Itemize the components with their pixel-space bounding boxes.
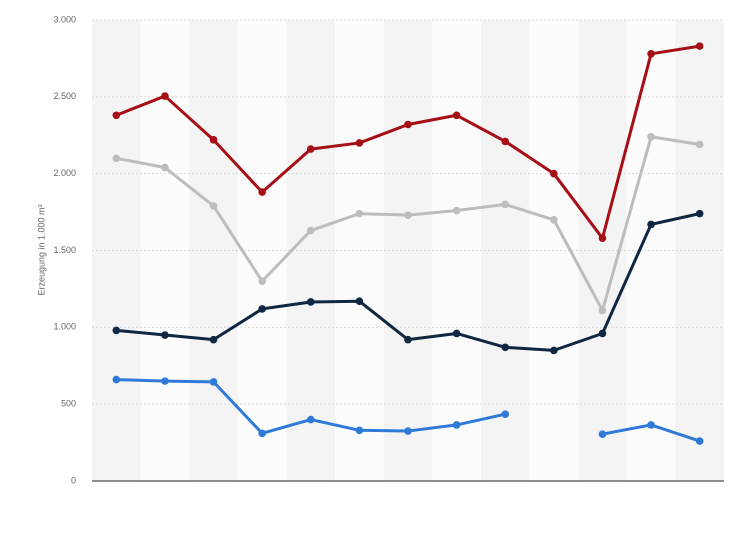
data-point [161, 163, 169, 172]
data-point [695, 140, 704, 149]
data-point [355, 139, 364, 147]
data-point [404, 211, 412, 219]
data-point [598, 430, 607, 438]
data-point [695, 42, 704, 50]
data-point [112, 326, 121, 335]
data-point [695, 209, 704, 218]
data-point [501, 410, 510, 418]
data-point [452, 111, 461, 120]
data-point [550, 346, 558, 355]
data-point [258, 305, 266, 313]
data-point [598, 329, 607, 338]
data-point [112, 111, 121, 120]
y-tick-label: 2.000 [53, 168, 76, 178]
data-point [647, 421, 655, 429]
data-point [598, 234, 607, 243]
data-point [501, 137, 510, 146]
data-point [209, 136, 218, 144]
data-point [647, 220, 655, 229]
data-point [209, 335, 218, 344]
y-tick-label: 500 [61, 399, 76, 409]
data-point [112, 375, 121, 384]
data-point [550, 169, 558, 178]
y-tick-label: 0 [71, 475, 76, 485]
data-point [355, 426, 364, 435]
y-axis-label: Erzeugung in 1.000 m³ [36, 204, 46, 295]
data-point [306, 145, 315, 153]
y-tick-label: 1.000 [53, 322, 76, 332]
data-point [161, 92, 169, 100]
data-point [209, 202, 218, 210]
data-point [501, 200, 510, 209]
data-point [112, 154, 121, 163]
data-point [355, 209, 364, 218]
data-point [501, 343, 510, 352]
data-point [452, 206, 461, 215]
data-point [404, 335, 412, 344]
band-background [286, 20, 336, 481]
data-point [647, 50, 655, 58]
data-point [404, 427, 412, 435]
data-point [306, 415, 315, 424]
data-point [258, 429, 266, 438]
data-point [306, 298, 315, 306]
data-point [695, 437, 704, 445]
y-tick-label: 3.000 [53, 14, 76, 24]
data-point [452, 329, 461, 338]
band-background [675, 20, 724, 481]
data-point [355, 297, 364, 306]
data-point [258, 188, 266, 196]
data-point [647, 132, 655, 141]
band-background [335, 20, 384, 481]
data-point [209, 378, 218, 386]
data-point [452, 421, 461, 429]
data-point [306, 226, 315, 235]
data-point [598, 306, 607, 315]
data-point [161, 377, 169, 385]
data-point [258, 277, 266, 286]
data-point [404, 120, 412, 129]
y-tick-label: 2.500 [53, 91, 76, 101]
y-tick-label: 1.500 [53, 245, 76, 255]
band-background [626, 20, 676, 481]
data-point [550, 215, 558, 224]
data-point [161, 331, 169, 339]
